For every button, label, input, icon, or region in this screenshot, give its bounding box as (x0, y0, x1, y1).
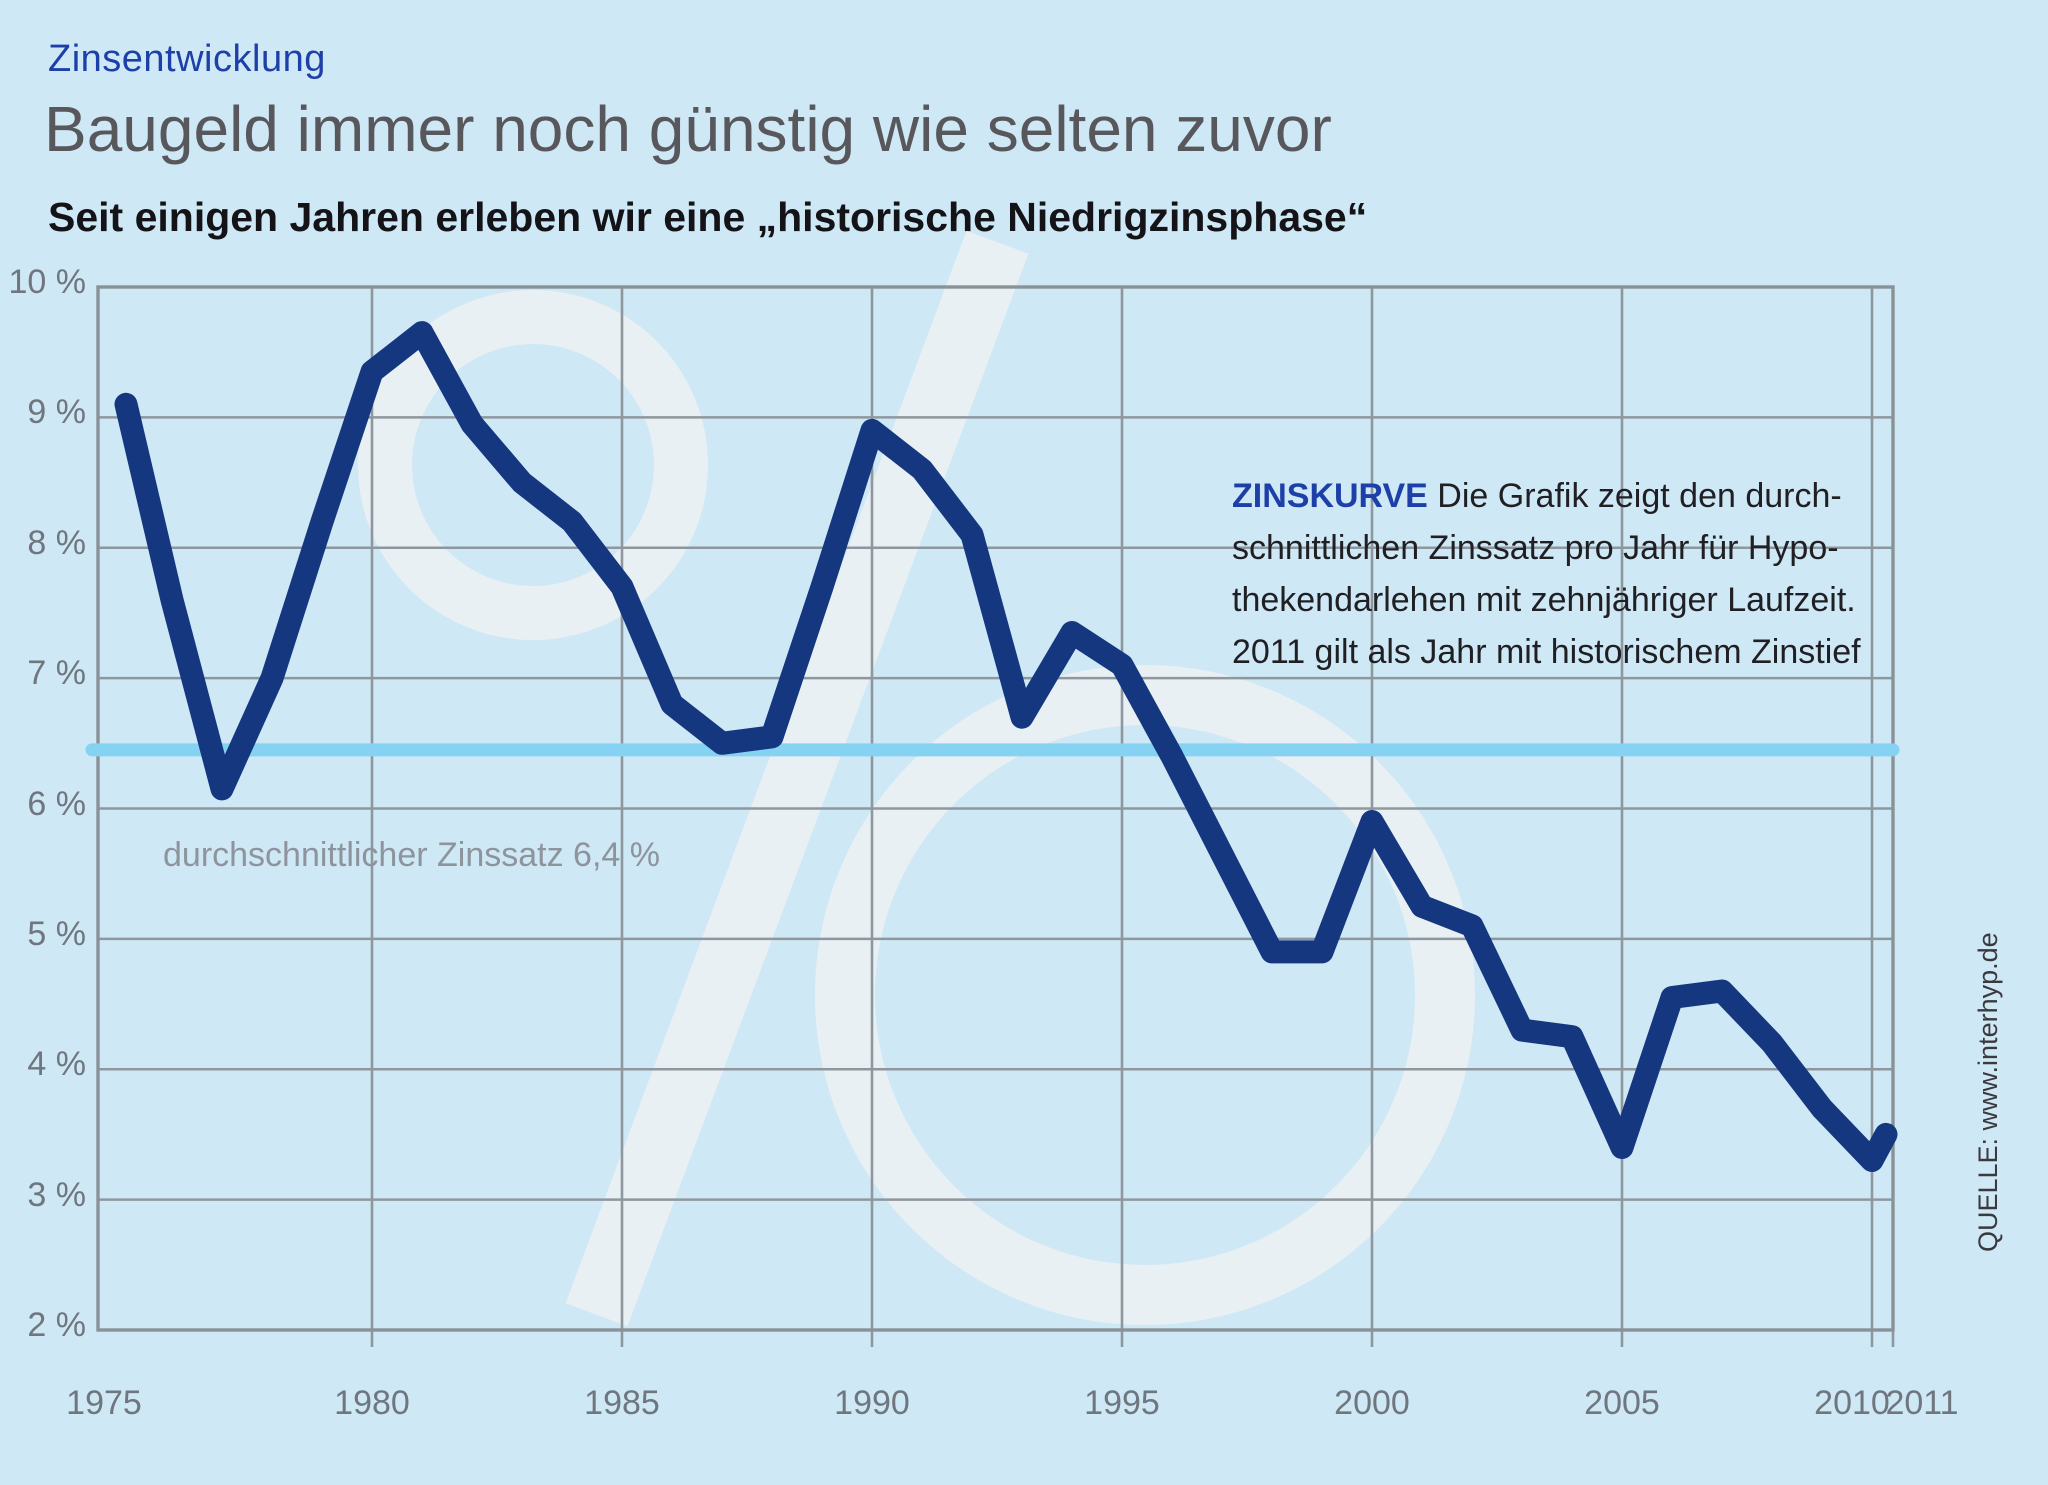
y-axis-label: 6 % (27, 784, 86, 823)
y-axis-label: 5 % (27, 914, 86, 953)
y-axis-label: 10 % (8, 263, 87, 301)
page-title: Baugeld immer noch günstig wie selten zu… (44, 93, 1332, 165)
x-axis-label: 2000 (1334, 1384, 1410, 1422)
annotation-zinskurve: ZINSKURVE Die Grafik zeigt den durch- sc… (1232, 470, 1872, 678)
annotation-line-1: Die Grafik zeigt den durch- (1427, 477, 1842, 515)
source-credit: QUELLE: www.interhyp.de (1973, 932, 2003, 1252)
page-subtitle: Seit einigen Jahren erleben wir eine „hi… (48, 194, 1368, 240)
x-axis-label: 2011 (1885, 1384, 1959, 1422)
y-axis-label: 4 % (27, 1045, 86, 1084)
x-axis-label: 2005 (1584, 1384, 1660, 1422)
y-axis-label: 8 % (27, 523, 86, 562)
annotation-line-4: 2011 gilt als Jahr mit historischem Zins… (1232, 633, 1861, 671)
interest-rate-curve (114, 321, 1898, 1172)
x-axis-label: 1980 (334, 1384, 410, 1422)
y-axis-label: 2 % (27, 1306, 86, 1344)
x-axis-label: 1995 (1084, 1384, 1160, 1422)
y-axis-label: 9 % (27, 393, 86, 432)
annotation-line-2: schnittlichen Zinssatz pro Jahr für Hypo… (1232, 529, 1839, 567)
page-kicker: Zinsentwicklung (48, 38, 326, 80)
x-axis-label: 1990 (834, 1384, 910, 1422)
average-line-label: durchschnittlicher Zinssatz 6,4 % (163, 836, 660, 874)
annotation-label: ZINSKURVE (1232, 477, 1428, 515)
annotation-line-3: thekendarlehen mit zehnjähriger Laufzeit… (1232, 581, 1856, 619)
x-axis-label: 1985 (584, 1384, 660, 1422)
chart-frame (96, 285, 1895, 1332)
y-axis-label: 7 % (27, 654, 86, 693)
y-axis-label: 3 % (27, 1175, 86, 1214)
x-axis-label: 2010 (1814, 1384, 1890, 1422)
x-axis-label: 1975 (66, 1384, 142, 1422)
